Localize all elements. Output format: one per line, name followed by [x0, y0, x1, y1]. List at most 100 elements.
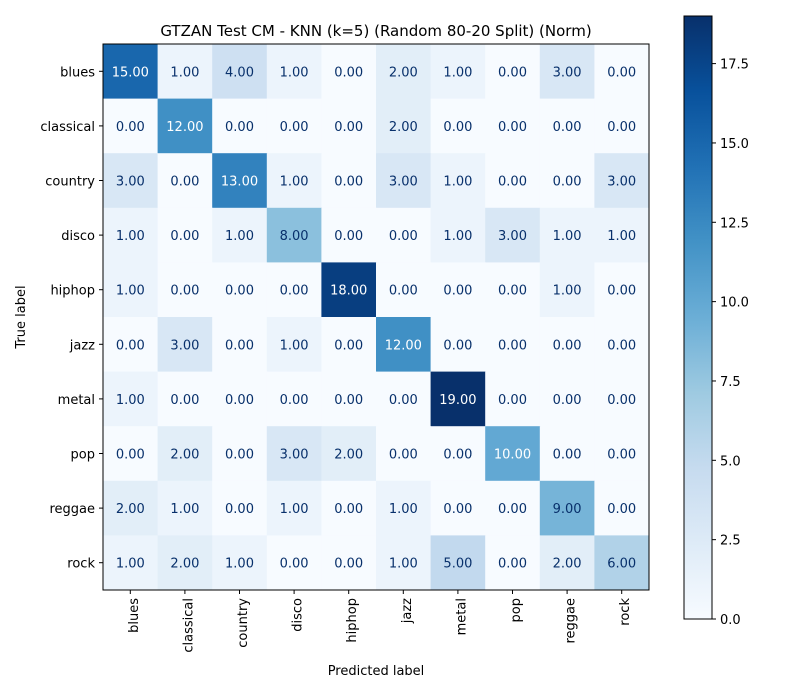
- cell-value-label: 0.00: [225, 120, 254, 135]
- cell-value-label: 0.00: [607, 65, 636, 80]
- matrix-frame: [102, 43, 650, 591]
- y-tick-label: metal: [58, 393, 95, 408]
- cell-value-label: 0.00: [607, 448, 636, 463]
- heatmap-cell: [266, 317, 322, 373]
- heatmap-cell: [103, 262, 159, 318]
- heatmap-cell: [430, 98, 486, 154]
- cell-value-label: 0.00: [116, 120, 145, 135]
- cell-value-label: 0.00: [553, 448, 582, 463]
- colorbar-tick-label: 17.5: [720, 58, 749, 73]
- cell-value-label: 13.00: [221, 175, 258, 190]
- y-axis-label: True label: [14, 285, 29, 349]
- heatmap-cell: [212, 317, 268, 373]
- cell-value-label: 0.00: [443, 120, 472, 135]
- heatmap-cell: [266, 98, 322, 154]
- x-tick-label: pop: [509, 598, 524, 622]
- cell-value-label: 0.00: [553, 120, 582, 135]
- heatmap-cell: [594, 535, 650, 591]
- cell-value-label: 1.00: [280, 65, 309, 80]
- heatmap-cell: [103, 480, 159, 536]
- cell-value-label: 0.00: [607, 393, 636, 408]
- cell-value-label: 4.00: [225, 65, 254, 80]
- y-tick-label: blues: [60, 65, 95, 80]
- colorbar-tick-label: 12.5: [720, 216, 749, 231]
- heatmap-cell: [266, 480, 322, 536]
- heatmap-cell: [430, 207, 486, 263]
- cell-value-label: 8.00: [280, 229, 309, 244]
- heatmap-cell: [485, 426, 541, 482]
- cell-value-label: 0.00: [334, 175, 363, 190]
- cell-value-label: 3.00: [607, 175, 636, 190]
- cell-value-label: 1.00: [443, 229, 472, 244]
- heatmap-cell: [103, 98, 159, 154]
- cell-value-label: 0.00: [553, 175, 582, 190]
- heatmap-cell: [539, 480, 595, 536]
- cell-value-label: 1.00: [389, 502, 418, 517]
- heatmap-cell: [157, 44, 213, 100]
- heatmap-cell: [485, 317, 541, 373]
- cell-value-label: 0.00: [443, 284, 472, 299]
- cell-value-label: 1.00: [225, 229, 254, 244]
- x-tick-label: blues: [127, 598, 142, 633]
- cell-value-label: 3.00: [498, 229, 527, 244]
- x-tick-label: hiphop: [345, 598, 360, 643]
- cell-value-label: 0.00: [389, 393, 418, 408]
- cell-value-label: 1.00: [116, 284, 145, 299]
- cell-value-label: 6.00: [607, 557, 636, 572]
- cell-value-label: 0.00: [607, 502, 636, 517]
- heatmap-cell: [321, 98, 377, 154]
- cell-value-label: 0.00: [498, 175, 527, 190]
- cell-value-label: 0.00: [498, 338, 527, 353]
- cell-value-label: 0.00: [498, 393, 527, 408]
- heatmap-cell: [212, 98, 268, 154]
- colorbar-tick-label: 5.0: [720, 454, 741, 469]
- heatmap-cell: [594, 371, 650, 427]
- heatmap-cell: [321, 207, 377, 263]
- heatmap-cell: [430, 44, 486, 100]
- cell-value-label: 0.00: [280, 120, 309, 135]
- cell-value-label: 0.00: [225, 338, 254, 353]
- heatmap-cell: [321, 262, 377, 318]
- y-tick-label: classical: [40, 120, 95, 135]
- cell-value-label: 0.00: [498, 65, 527, 80]
- heatmap-cell: [321, 44, 377, 100]
- heatmap-cell: [485, 153, 541, 209]
- cell-value-label: 0.00: [170, 393, 199, 408]
- heatmap-cell: [212, 480, 268, 536]
- cell-value-label: 0.00: [334, 229, 363, 244]
- x-tick-label: reggae: [564, 598, 579, 644]
- cell-value-label: 0.00: [280, 393, 309, 408]
- cell-value-label: 1.00: [225, 557, 254, 572]
- cell-value-label: 1.00: [116, 393, 145, 408]
- cell-value-label: 0.00: [498, 120, 527, 135]
- heatmap-cell: [212, 535, 268, 591]
- cell-value-label: 1.00: [280, 502, 309, 517]
- heatmap-cell: [376, 371, 432, 427]
- heatmap-cell: [485, 44, 541, 100]
- heatmap-cell: [539, 371, 595, 427]
- cell-value-label: 0.00: [280, 284, 309, 299]
- cell-value-label: 0.00: [498, 502, 527, 517]
- colorbar-gradient: [683, 15, 713, 620]
- cell-value-label: 1.00: [443, 65, 472, 80]
- cell-value-label: 1.00: [116, 229, 145, 244]
- heatmap-cell: [594, 480, 650, 536]
- y-tick-label: jazz: [69, 338, 95, 353]
- heatmap-cell: [376, 44, 432, 100]
- heatmap-cell: [103, 317, 159, 373]
- x-axis-label: Predicted label: [328, 664, 425, 679]
- heatmap-cell: [103, 44, 159, 100]
- heatmap-cell: [376, 426, 432, 482]
- cell-value-label: 0.00: [334, 502, 363, 517]
- cell-value-label: 0.00: [116, 448, 145, 463]
- heatmap-cell: [376, 480, 432, 536]
- heatmap-cell: [430, 317, 486, 373]
- heatmap-cell: [103, 371, 159, 427]
- cell-value-label: 0.00: [334, 393, 363, 408]
- heatmap-cell: [321, 480, 377, 536]
- heatmap-cell: [321, 535, 377, 591]
- cell-value-label: 0.00: [334, 120, 363, 135]
- heatmap-cell: [157, 426, 213, 482]
- colorbar-tick-label: 10.0: [720, 296, 749, 311]
- cell-value-label: 0.00: [443, 502, 472, 517]
